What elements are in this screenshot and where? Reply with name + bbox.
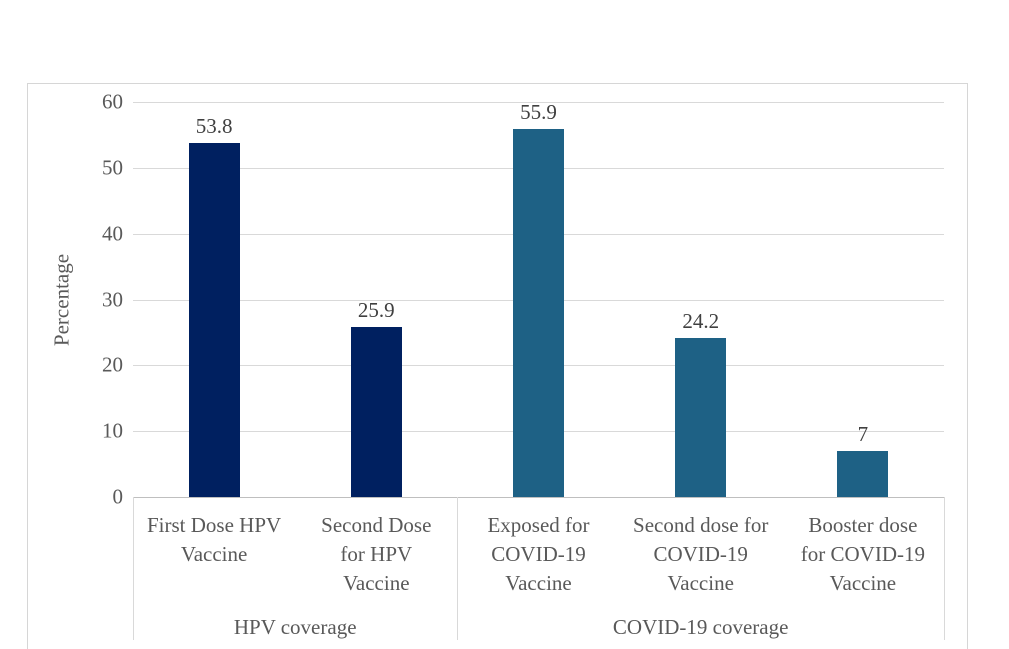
- bar-value-label: 55.9: [520, 100, 557, 124]
- group-label: COVID-19 coverage: [612, 615, 789, 639]
- bar-value-label: 24.2: [682, 308, 720, 333]
- bar: [188, 142, 240, 497]
- bar: [837, 450, 889, 497]
- category-tick-label: Second Dose for HPV Vaccine: [321, 513, 432, 595]
- category-tick-label: First Dose HPV Vaccine: [147, 513, 282, 566]
- bar: [675, 337, 727, 497]
- bar-value-label: 7: [857, 421, 869, 446]
- y-axis-tick-label: 10: [102, 418, 123, 443]
- bar: [513, 129, 564, 497]
- y-axis-tick-label: 40: [102, 221, 123, 246]
- y-axis-tick-label: 0: [112, 484, 124, 509]
- y-axis-tick-label: 50: [102, 155, 123, 180]
- bar-value-label: 25.9: [357, 297, 395, 322]
- group-divider: [457, 497, 459, 640]
- group-divider: [944, 497, 945, 640]
- x-axis-line: [133, 497, 944, 498]
- y-axis-tick-label: 60: [102, 89, 123, 114]
- y-axis-tick-label: 20: [102, 352, 123, 377]
- y-axis-tick-label: 30: [102, 287, 123, 311]
- category-tick-label: Exposed for COVID-19 Vaccine: [487, 513, 590, 595]
- bar: [350, 326, 402, 497]
- category-tick-label: Booster dose for COVID-19 Vaccine: [800, 513, 925, 595]
- category-tick-label: Second dose for COVID-19 Vaccine: [633, 513, 769, 595]
- gridline: [133, 102, 944, 103]
- category-axis-tick: [133, 497, 134, 640]
- group-label: HPV coverage: [233, 615, 357, 639]
- bar-value-label: 53.8: [195, 113, 233, 138]
